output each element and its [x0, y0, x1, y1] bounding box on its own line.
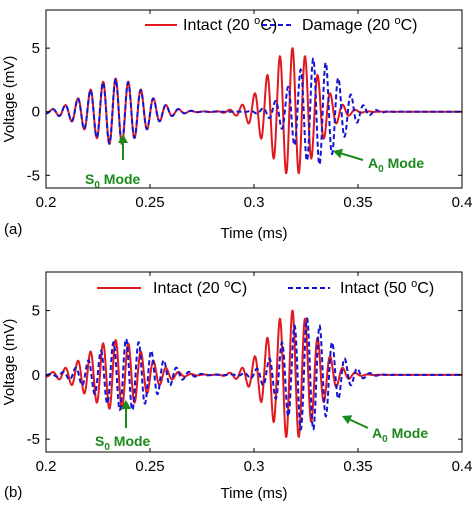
- x-tick-label: 0.2: [36, 458, 57, 475]
- y-axis-label: Voltage (mV): [1, 56, 18, 143]
- annotation-label: A0 Mode: [372, 425, 428, 445]
- y-tick-label: -5: [27, 431, 40, 448]
- y-tick-label: 5: [32, 303, 40, 320]
- annotation-label: A0 Mode: [368, 155, 424, 175]
- annotation-mode-word: Mode: [110, 433, 151, 449]
- legend-label-degree: o: [395, 15, 401, 27]
- legend-label-unit: C): [230, 280, 247, 297]
- annotation-mode-word: Mode: [388, 425, 429, 441]
- legend-label-unit: C): [401, 17, 418, 34]
- legend-label-text: Damage (20: [302, 17, 395, 34]
- x-tick-label: 0.3: [244, 458, 265, 475]
- y-axis-label: Voltage (mV): [1, 319, 18, 406]
- chart-panel-a: 0.2 0.25 0.3 0.35 0.4 -5 0 5 Time (ms) Voltage (m…: [1, 9, 473, 242]
- legend-label-text: Intact (50: [340, 280, 411, 297]
- annotation-mode-letter: S: [95, 433, 104, 449]
- panel-label: (b): [4, 484, 22, 501]
- annotation-arrow-shaft: [341, 152, 364, 161]
- x-tick-label: 0.4: [452, 194, 473, 211]
- legend-label: Intact (50 oC): [340, 278, 434, 297]
- annotation-arrow-shaft: [349, 418, 369, 429]
- annotation-mode-subscript: 0: [94, 180, 100, 191]
- legend-label: Intact (20 oC): [183, 15, 277, 34]
- series-line-blue: [46, 57, 462, 167]
- legend-label: Damage (20 oC): [302, 15, 418, 34]
- annotation-arrow-head: [333, 148, 344, 159]
- annotation-arrow-head: [121, 400, 131, 409]
- legend-label: Intact (20 oC): [153, 278, 247, 297]
- y-tick-label: -5: [27, 167, 40, 184]
- annotation-mode-letter: A: [368, 155, 378, 171]
- chart-panel-b: 0.2 0.25 0.3 0.35 0.4 -5 0 5 Time (ms) Voltage (m…: [1, 271, 473, 502]
- series-line-blue: [46, 317, 462, 431]
- annotation-arrow-head: [118, 134, 128, 143]
- annotation-label: S0 Mode: [85, 171, 141, 191]
- legend-label-text: Intact (20: [153, 280, 224, 297]
- annotation-mode-word: Mode: [100, 171, 141, 187]
- x-tick-label: 0.35: [343, 458, 372, 475]
- annotation-mode-word: Mode: [384, 155, 425, 171]
- x-tick-label: 0.3: [244, 194, 265, 211]
- legend-label-degree: o: [254, 15, 260, 27]
- annotation-mode-subscript: 0: [382, 434, 388, 445]
- legend-label-unit: C): [417, 280, 434, 297]
- annotation-mode-letter: S: [85, 171, 94, 187]
- x-tick-label: 0.2: [36, 194, 57, 211]
- y-tick-label: 0: [32, 367, 40, 384]
- y-tick-label: 0: [32, 104, 40, 121]
- annotation-mode-letter: A: [372, 425, 382, 441]
- legend-label-degree: o: [224, 278, 230, 290]
- x-tick-label: 0.25: [135, 194, 164, 211]
- y-tick-label: 5: [32, 40, 40, 57]
- x-axis-label: Time (ms): [221, 485, 288, 502]
- panel-label: (a): [4, 221, 22, 238]
- legend-label-text: Intact (20: [183, 17, 254, 34]
- annotation-mode-subscript: 0: [378, 164, 384, 175]
- legend-label-degree: o: [411, 278, 417, 290]
- annotation-label: S0 Mode: [95, 433, 151, 453]
- x-tick-label: 0.35: [343, 194, 372, 211]
- legend-label-unit: C): [260, 17, 277, 34]
- x-tick-label: 0.4: [452, 458, 473, 475]
- x-tick-label: 0.25: [135, 458, 164, 475]
- x-axis-label: Time (ms): [221, 225, 288, 242]
- annotation-arrow-head: [342, 415, 353, 425]
- annotation-mode-subscript: 0: [104, 442, 110, 453]
